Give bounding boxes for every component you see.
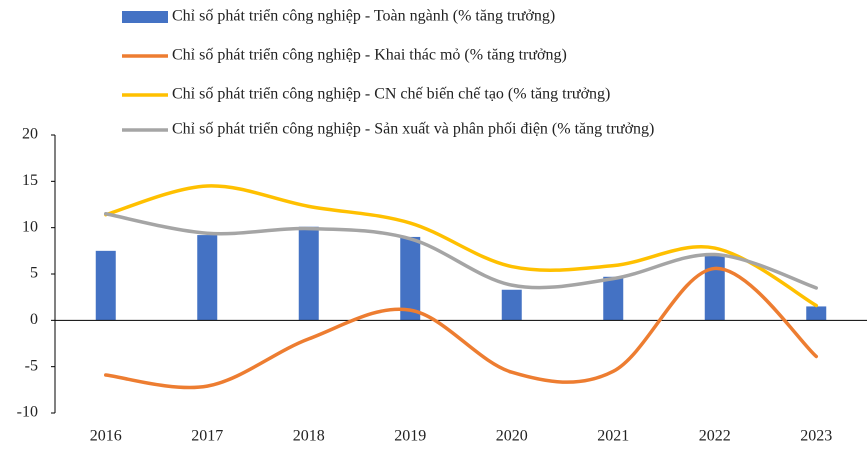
bar xyxy=(197,235,218,321)
legend-label: Chỉ số phát triển công nghiệp - CN chế b… xyxy=(172,86,610,103)
y-tick-label: 15 xyxy=(22,172,38,189)
line xyxy=(104,184,818,308)
y-tick-label: -10 xyxy=(17,404,38,421)
legend-swatch xyxy=(122,11,168,23)
x-tick-label: 2019 xyxy=(394,428,426,445)
line xyxy=(104,266,818,390)
bar xyxy=(95,250,116,321)
line xyxy=(104,212,818,290)
bar xyxy=(501,289,522,321)
x-tick-label: 2021 xyxy=(597,428,629,445)
x-tick-label: 2017 xyxy=(191,428,223,445)
legend-label: Chỉ số phát triển công nghiệp - Toàn ngà… xyxy=(172,8,555,25)
y-tick-label: 5 xyxy=(30,265,38,282)
legend-label: Chỉ số phát triển công nghiệp - Sản xuất… xyxy=(172,121,654,138)
bar xyxy=(298,226,319,321)
x-tick-label: 2022 xyxy=(699,428,731,445)
x-tick-label: 2016 xyxy=(90,428,122,445)
bar xyxy=(603,276,624,321)
legend-label: Chỉ số phát triển công nghiệp - Khai thá… xyxy=(172,47,567,64)
x-tick-label: 2018 xyxy=(293,428,325,445)
bar xyxy=(704,254,725,321)
y-tick-label: 10 xyxy=(22,218,38,235)
x-tick-label: 2023 xyxy=(800,428,832,445)
y-tick-label: 0 xyxy=(30,311,38,328)
bar xyxy=(806,306,827,321)
x-tick-label: 2020 xyxy=(496,428,528,445)
y-tick-label: 20 xyxy=(22,126,38,143)
bar xyxy=(400,236,421,321)
y-tick-label: -5 xyxy=(25,357,38,374)
